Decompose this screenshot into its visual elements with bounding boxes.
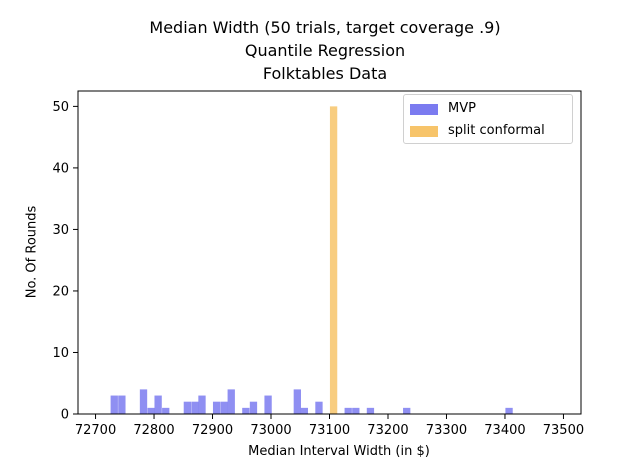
bar-mvp-15 — [293, 389, 301, 414]
x-tick-label-8: 73500 — [543, 423, 584, 438]
bar-mvp-1 — [118, 395, 126, 414]
bar-mvp-0 — [110, 395, 118, 414]
bar-mvp-16 — [300, 407, 309, 414]
y-tick-label-1: 10 — [52, 346, 69, 361]
y-tick-label-0: 0 — [61, 408, 69, 423]
bar-mvp-13 — [249, 401, 258, 414]
y-tick-label-4: 40 — [52, 161, 69, 176]
legend-swatch-mvp — [410, 103, 438, 115]
bar-mvp-8 — [198, 395, 206, 414]
chart-legend: MVP split conformal — [403, 94, 573, 144]
y-tick-label-5: 50 — [52, 100, 69, 115]
x-tick-label-6: 73300 — [426, 423, 467, 438]
legend-label-mvp: MVP — [448, 101, 476, 116]
bar-mvp-21 — [403, 407, 411, 414]
x-tick-label-1: 72800 — [133, 423, 174, 438]
bar-mvp-9 — [212, 401, 221, 414]
y-tick-label-3: 30 — [52, 223, 69, 238]
y-tick-label-2: 20 — [52, 284, 69, 299]
bar-mvp-5 — [162, 407, 170, 414]
x-tick-label-2: 72900 — [192, 423, 233, 438]
bar-mvp-2 — [139, 389, 148, 414]
x-tick-label-7: 73400 — [484, 423, 525, 438]
x-tick-label-3: 73000 — [250, 423, 291, 438]
bar-mvp-18 — [344, 407, 352, 414]
x-tick-label-0: 72700 — [75, 423, 116, 438]
bar-mvp-19 — [352, 407, 360, 414]
x-tick-label-5: 73200 — [367, 423, 408, 438]
legend-label-split-conformal: split conformal — [448, 123, 545, 138]
bar-mvp-4 — [154, 395, 162, 414]
legend-item-split-conformal: split conformal — [410, 122, 545, 140]
bar-mvp-7 — [191, 401, 199, 414]
legend-item-mvp: MVP — [410, 100, 476, 118]
bar-mvp-20 — [366, 407, 375, 414]
x-axis-label: Median Interval Width (in $) — [248, 444, 430, 459]
legend-swatch-split-conformal — [410, 125, 438, 137]
bar-mvp-11 — [227, 389, 235, 414]
bar-mvp-3 — [147, 407, 155, 414]
bar-mvp-22 — [505, 407, 513, 414]
bar-mvp-6 — [183, 401, 192, 414]
chart-title-line-3: Folktables Data — [262, 64, 388, 83]
y-axis-label: No. Of Rounds — [24, 205, 40, 299]
chart-title-line-2: Quantile Regression — [244, 41, 406, 60]
x-tick-label-4: 73100 — [309, 423, 350, 438]
bar-split-conformal-0 — [329, 106, 338, 414]
bar-mvp-17 — [315, 401, 323, 414]
bar-mvp-10 — [220, 401, 228, 414]
bar-mvp-14 — [264, 395, 272, 414]
bar-mvp-12 — [242, 407, 250, 414]
chart-title-line-1: Median Width (50 trials, target coverage… — [149, 18, 501, 37]
